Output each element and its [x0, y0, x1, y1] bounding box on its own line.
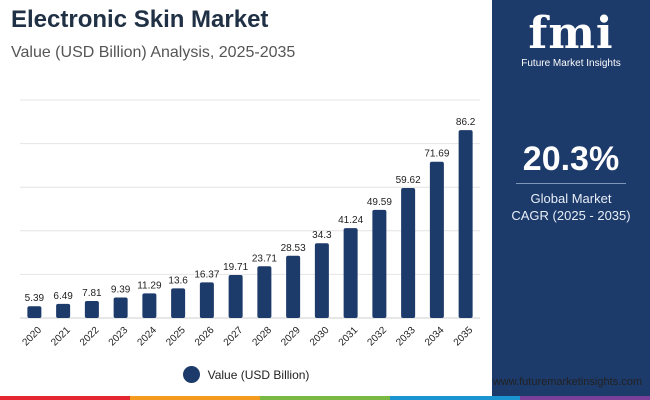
data-label: 49.59 [367, 197, 392, 208]
cagr-value: 20.3% [522, 140, 620, 178]
x-tick-label: 2034 [423, 325, 447, 349]
logo-wordmark: fmi [528, 8, 614, 59]
data-label: 71.69 [424, 149, 449, 160]
data-label: 6.49 [53, 291, 73, 302]
x-tick-label: 2020 [21, 325, 45, 349]
chart-subtitle: Value (USD Billion) Analysis, 2025-2035 [11, 44, 296, 61]
legend-label: Value (USD Billion) [207, 367, 310, 382]
bottom-bar-segment [520, 396, 650, 400]
bar [84, 300, 99, 318]
bar [171, 288, 186, 318]
data-label: 59.62 [396, 175, 421, 186]
x-tick-label: 2024 [136, 325, 160, 349]
x-tick-label: 2022 [78, 325, 102, 349]
bar [372, 209, 387, 318]
bar [228, 275, 243, 318]
bottom-bar-segment [260, 396, 390, 400]
data-label: 7.81 [82, 288, 102, 299]
x-tick-label: 2025 [164, 325, 188, 349]
x-tick-label: 2026 [193, 325, 217, 349]
bar [401, 188, 416, 318]
x-tick-label: 2031 [337, 325, 361, 349]
bar [27, 306, 42, 318]
bottom-bar-segment [390, 396, 520, 400]
bar [142, 293, 157, 318]
side-panel: fmi Future Market Insights 20.3% Global … [492, 0, 650, 400]
data-label: 86.2 [456, 117, 476, 128]
bar [458, 130, 473, 318]
x-tick-label: 2033 [394, 325, 418, 349]
bar [199, 282, 214, 318]
data-label: 13.6 [168, 275, 188, 286]
x-tick-label: 2027 [222, 325, 246, 349]
bottom-bar-segment [130, 396, 260, 400]
divider [516, 183, 626, 184]
bar [314, 243, 329, 318]
x-tick-label: 2032 [366, 325, 390, 349]
x-tick-label: 2023 [107, 325, 131, 349]
bar-chart: 5.39 2020 6.49 2021 7.81 2022 9.39 2023 11.29 202… [20, 99, 480, 349]
x-tick-label: 2021 [49, 325, 73, 349]
source-url[interactable]: www.futuremarketinsights.com [492, 376, 642, 388]
bar [56, 303, 71, 318]
data-label: 34.3 [312, 230, 332, 241]
bar [343, 228, 358, 318]
data-label: 23.71 [252, 253, 277, 264]
bar [257, 266, 272, 318]
data-label: 9.39 [111, 285, 131, 296]
x-tick-label: 2030 [308, 325, 332, 349]
data-label: 16.37 [194, 269, 219, 280]
fmi-logo: fmi Future Market Insights [492, 0, 650, 80]
data-label: 28.53 [281, 243, 306, 254]
legend: Value (USD Billion) [0, 366, 492, 383]
bar [429, 161, 444, 318]
x-tick-label: 2028 [251, 325, 275, 349]
data-label: 11.29 [137, 280, 162, 291]
cagr-label-line2: CAGR (2025 - 2035) [511, 208, 631, 223]
bottom-bar-segment [0, 396, 130, 400]
data-label: 5.39 [25, 293, 45, 304]
cagr-label-line1: Global Market [530, 191, 612, 206]
x-tick-label: 2029 [279, 325, 303, 349]
legend-swatch [182, 366, 200, 383]
data-label: 41.24 [338, 215, 363, 226]
bottom-color-bar [0, 396, 650, 400]
logo-tagline: Future Market Insights [521, 58, 621, 69]
x-tick-label: 2035 [452, 325, 476, 349]
cagr-label: Global Market CAGR (2025 - 2035) [492, 190, 650, 224]
data-label: 19.71 [223, 262, 248, 273]
bar [286, 255, 301, 318]
bar [113, 297, 128, 318]
chart-title: Electronic Skin Market [11, 6, 269, 33]
